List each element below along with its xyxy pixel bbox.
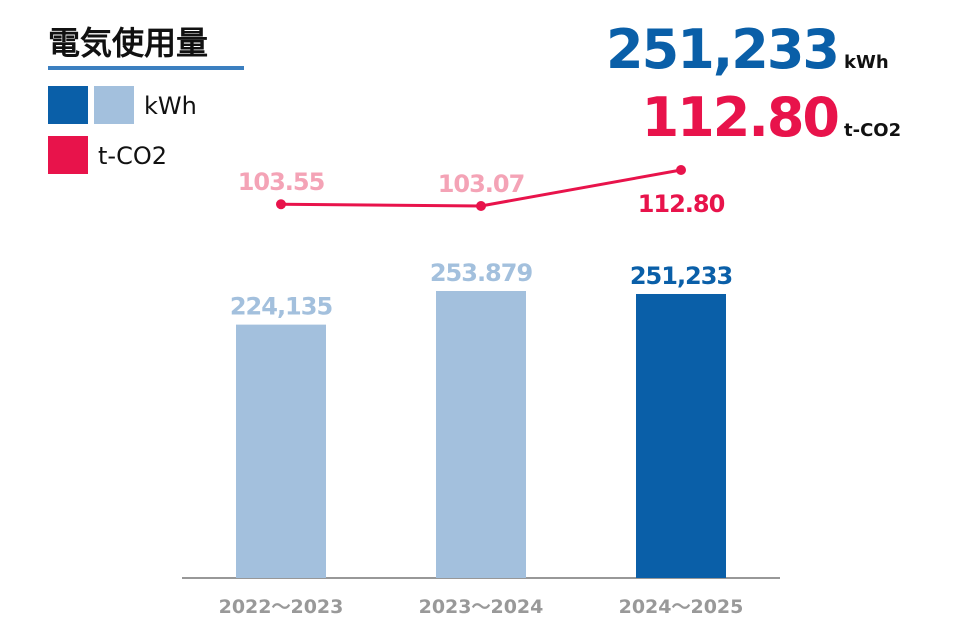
x-tick-label: 2023～2024 bbox=[419, 596, 544, 618]
line-value-label: 103.07 bbox=[438, 170, 525, 198]
line-value-label: 103.55 bbox=[238, 168, 325, 196]
line-point bbox=[676, 165, 686, 175]
legend-swatch bbox=[48, 136, 88, 174]
bar-value-label: 253.879 bbox=[430, 259, 533, 287]
title-underline bbox=[48, 66, 244, 70]
headline-unit: t-CO2 bbox=[844, 120, 901, 141]
bar-value-label: 251,233 bbox=[630, 262, 732, 290]
bar bbox=[236, 324, 326, 578]
legend-label: t-CO2 bbox=[98, 142, 167, 170]
line-point bbox=[276, 199, 286, 210]
headline-value: 251,233 bbox=[606, 18, 838, 81]
line-value-label: 112.80 bbox=[638, 190, 725, 218]
x-tick-label: 2022～2023 bbox=[219, 596, 344, 618]
legend-label: kWh bbox=[144, 92, 197, 120]
line-point bbox=[476, 201, 486, 211]
bar bbox=[636, 293, 726, 578]
x-tick-label: 2024～2025 bbox=[619, 596, 744, 618]
headline-unit: kWh bbox=[844, 52, 889, 73]
legend-swatch bbox=[94, 86, 134, 124]
headline-value: 112.80 bbox=[642, 86, 838, 149]
legend-swatch bbox=[48, 86, 88, 124]
bar-value-label: 224,135 bbox=[230, 293, 333, 321]
bar bbox=[436, 291, 526, 578]
chart-title: 電気使用量 bbox=[48, 24, 208, 62]
